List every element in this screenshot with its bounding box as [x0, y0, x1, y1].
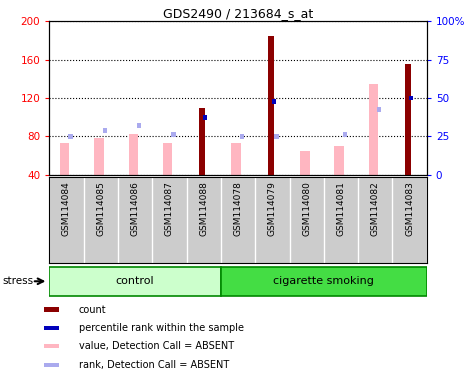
Text: GSM114088: GSM114088: [199, 181, 208, 236]
FancyBboxPatch shape: [221, 266, 427, 296]
Bar: [409, 96, 413, 100]
Bar: [240, 134, 244, 139]
Text: stress: stress: [2, 276, 33, 286]
Bar: [44, 307, 59, 312]
Text: GSM114083: GSM114083: [405, 181, 414, 236]
Bar: [274, 134, 279, 139]
Bar: [369, 84, 378, 175]
Bar: [300, 151, 310, 175]
Bar: [103, 128, 107, 133]
Bar: [172, 132, 175, 137]
Bar: [94, 138, 104, 175]
Text: count: count: [78, 305, 106, 314]
Text: GSM114080: GSM114080: [302, 181, 311, 236]
Bar: [137, 123, 141, 128]
Text: GSM114081: GSM114081: [336, 181, 346, 236]
Text: cigarette smoking: cigarette smoking: [273, 276, 374, 286]
Text: GSM114079: GSM114079: [268, 181, 277, 236]
Text: GSM114084: GSM114084: [62, 181, 71, 236]
Text: GSM114085: GSM114085: [96, 181, 105, 236]
Bar: [44, 344, 59, 349]
Bar: [343, 132, 347, 137]
Text: GSM114078: GSM114078: [234, 181, 242, 236]
Text: GSM114086: GSM114086: [130, 181, 140, 236]
Bar: [272, 99, 276, 104]
Bar: [405, 64, 411, 175]
Bar: [204, 115, 207, 119]
Text: GSM114082: GSM114082: [371, 181, 380, 236]
Text: value, Detection Call = ABSENT: value, Detection Call = ABSENT: [78, 341, 234, 351]
Bar: [232, 143, 241, 175]
Bar: [267, 36, 274, 175]
Bar: [60, 143, 69, 175]
FancyBboxPatch shape: [49, 266, 221, 296]
Text: GSM114087: GSM114087: [165, 181, 174, 236]
Text: percentile rank within the sample: percentile rank within the sample: [78, 323, 243, 333]
Bar: [163, 143, 173, 175]
Text: rank, Detection Call = ABSENT: rank, Detection Call = ABSENT: [78, 360, 229, 370]
Bar: [68, 134, 73, 139]
Bar: [44, 326, 59, 330]
Bar: [199, 108, 205, 175]
Bar: [44, 362, 59, 367]
Bar: [129, 134, 138, 175]
Bar: [334, 146, 344, 175]
Text: control: control: [116, 276, 154, 286]
Title: GDS2490 / 213684_s_at: GDS2490 / 213684_s_at: [163, 7, 313, 20]
Bar: [378, 107, 381, 112]
